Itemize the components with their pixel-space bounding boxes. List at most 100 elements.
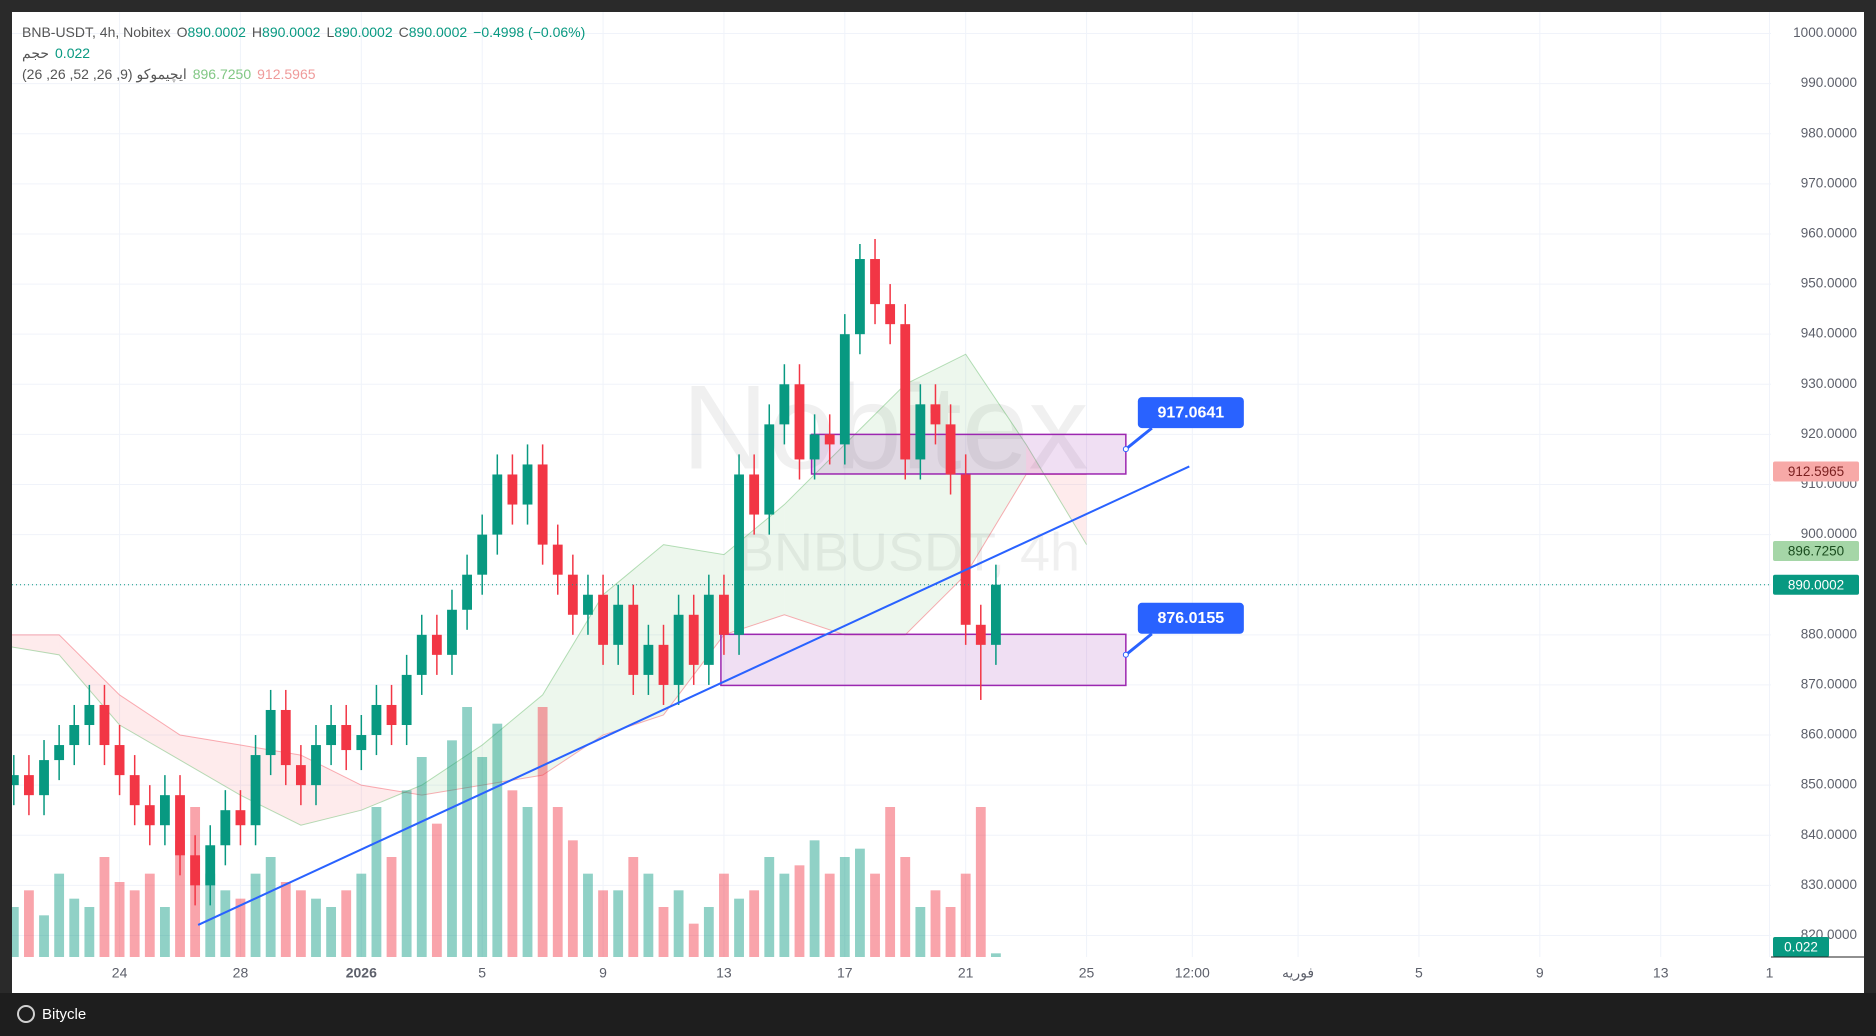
volume-bar <box>220 890 231 957</box>
volume-bar <box>613 890 624 957</box>
candle-body <box>356 735 367 751</box>
candle-body <box>915 404 926 460</box>
cloud-fill <box>844 384 906 635</box>
ichimoku-row: ایچیموکو (9, 26, 52, 26, 26) 896.7250 91… <box>22 64 585 85</box>
candle-body <box>492 474 503 535</box>
cloud-fill <box>421 745 483 796</box>
x-tick-label: 9 <box>1536 965 1544 981</box>
y-tick-label: 900.0000 <box>1801 526 1857 541</box>
x-tick-label: 1 <box>1766 965 1774 981</box>
callout-tail <box>1124 426 1153 451</box>
ohlc: H890.0002 <box>252 22 321 43</box>
candle-body <box>734 474 744 635</box>
cloud-fill <box>965 354 1027 575</box>
y-tick-label: 990.0000 <box>1801 75 1857 90</box>
candle-body <box>855 259 865 335</box>
candle-body <box>84 704 95 726</box>
candle-body <box>643 644 654 675</box>
candle-body <box>401 674 412 726</box>
price-tag-label: 912.5965 <box>1788 464 1844 479</box>
y-tick-label: 920.0000 <box>1801 426 1857 441</box>
volume-bar <box>870 873 880 957</box>
candle-body <box>205 845 216 886</box>
y-tick-label: 1000.0000 <box>1793 25 1857 40</box>
volume-bar <box>295 890 306 957</box>
volume-bar <box>159 907 170 957</box>
cloud-fill <box>180 735 241 796</box>
volume-bar <box>12 907 19 957</box>
candle-body <box>824 434 835 445</box>
y-tick-label: 870.0000 <box>1801 676 1857 691</box>
volume-bar <box>69 898 80 957</box>
ichimoku-a: 896.7250 <box>192 66 252 82</box>
candle-body <box>567 574 578 615</box>
volume-name: حجم <box>22 45 50 61</box>
cloud-fill <box>482 694 543 786</box>
volume-bar <box>265 857 276 957</box>
candle-body <box>522 464 533 505</box>
x-tick-label: 25 <box>1079 965 1095 981</box>
volume-bar <box>975 807 986 957</box>
o-label: O <box>176 24 188 40</box>
ichimoku-b: 912.5965 <box>257 66 316 82</box>
chart-background <box>12 12 1864 993</box>
footer-bar <box>0 993 1876 1036</box>
candle-body <box>462 574 472 610</box>
volume-bar <box>39 915 49 957</box>
callout-tail <box>1124 632 1153 656</box>
candle-body <box>220 810 231 846</box>
volume-bar <box>673 890 684 957</box>
volume-bar <box>764 857 775 957</box>
candle-body <box>552 544 563 575</box>
y-tick-label: 980.0000 <box>1801 125 1857 140</box>
volume-row: حجم 0.022 <box>22 43 585 64</box>
candle-body <box>12 775 19 786</box>
volume-value: 0.022 <box>55 45 91 61</box>
volume-bar <box>839 857 850 957</box>
change: −0.4998 (−0.06%) <box>473 24 586 40</box>
volume-bar <box>658 907 669 957</box>
volume-bar <box>885 807 896 957</box>
x-tick-label: 21 <box>958 965 974 981</box>
volume-bar <box>24 890 34 957</box>
volume-bar <box>855 848 865 957</box>
volume-bar <box>235 898 246 957</box>
candle-body <box>930 404 941 425</box>
watermark: BNBUSDT, 4h <box>738 522 1080 582</box>
volume-bar <box>643 873 654 957</box>
footer-brand: Bitycle <box>42 1006 86 1023</box>
candle-body <box>613 604 624 645</box>
candle-body <box>24 775 34 796</box>
volume-bar <box>749 890 760 957</box>
candle-body <box>794 384 805 460</box>
volume-bar <box>462 707 472 957</box>
volume-bar <box>567 840 578 957</box>
price-tag-label: 896.7250 <box>1788 544 1844 559</box>
volume-tag-label: 0.022 <box>1784 940 1818 955</box>
candle-body <box>779 384 790 425</box>
volume-bar <box>416 757 427 957</box>
candle-body <box>537 464 548 545</box>
candle-body <box>839 334 850 445</box>
y-tick-label: 940.0000 <box>1801 326 1857 341</box>
candle-body <box>507 474 518 505</box>
c-value: 890.0002 <box>408 24 468 40</box>
ohlc: L890.0002 <box>326 22 392 43</box>
y-tick-label: 950.0000 <box>1801 276 1857 291</box>
l-label: L <box>326 24 335 40</box>
volume-bar <box>794 865 805 957</box>
candle-body <box>703 594 714 665</box>
volume-bar <box>507 790 518 957</box>
candle-body <box>628 604 639 675</box>
volume-bar <box>99 857 110 957</box>
volume-bar <box>779 873 790 957</box>
volume-bar <box>522 807 533 957</box>
symbol: BNB-USDT, 4h, Nobitex <box>22 24 171 40</box>
cloud-fill <box>784 444 845 635</box>
volume-bar <box>341 890 352 957</box>
price-tag <box>1773 574 1859 595</box>
volume-tag <box>1773 937 1829 957</box>
x-tick-label: 2026 <box>346 965 377 981</box>
watermark: Nobitex <box>682 361 1089 495</box>
candle-body <box>870 259 880 305</box>
